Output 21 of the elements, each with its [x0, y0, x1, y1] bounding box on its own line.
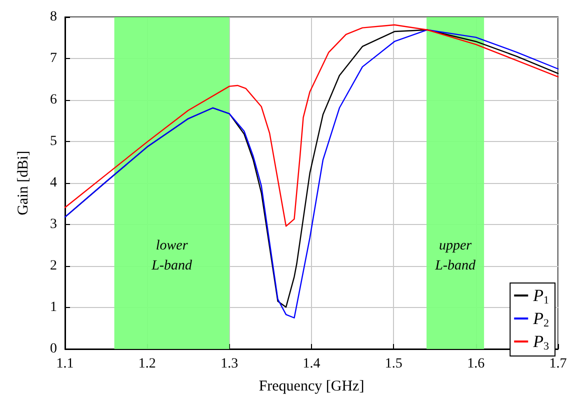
line-series [64, 24, 559, 227]
y-tick-label: 5 [50, 134, 57, 149]
y-tick-label: 6 [50, 92, 57, 108]
y-tick-label: 7 [50, 51, 57, 66]
y-tick-label: 4 [50, 176, 57, 190]
x-tick-label: 1.4 [302, 356, 320, 372]
x-tick-label: 1.5 [384, 356, 402, 372]
y-axis-title: Gain [dBi] [16, 150, 32, 216]
x-tick-label: 1.1 [56, 356, 74, 372]
band-label: upper L-band [434, 238, 477, 274]
x-tick-label: 1.7 [549, 356, 567, 372]
y-tick-label: 3 [50, 217, 57, 232]
x-axis-title: Frequency [GHz] [258, 378, 364, 394]
y-tick-label: 1 [50, 300, 57, 315]
band-label: lower L-band [150, 238, 194, 274]
y-tick-label: 0 [50, 342, 57, 356]
x-tick-label: 1.6 [467, 356, 485, 372]
x-tick-label: 1.3 [220, 356, 238, 372]
y-tick-label: 2 [50, 258, 57, 274]
y-tick-label: 8 [50, 10, 57, 24]
x-tick-label: 1.2 [138, 356, 156, 372]
